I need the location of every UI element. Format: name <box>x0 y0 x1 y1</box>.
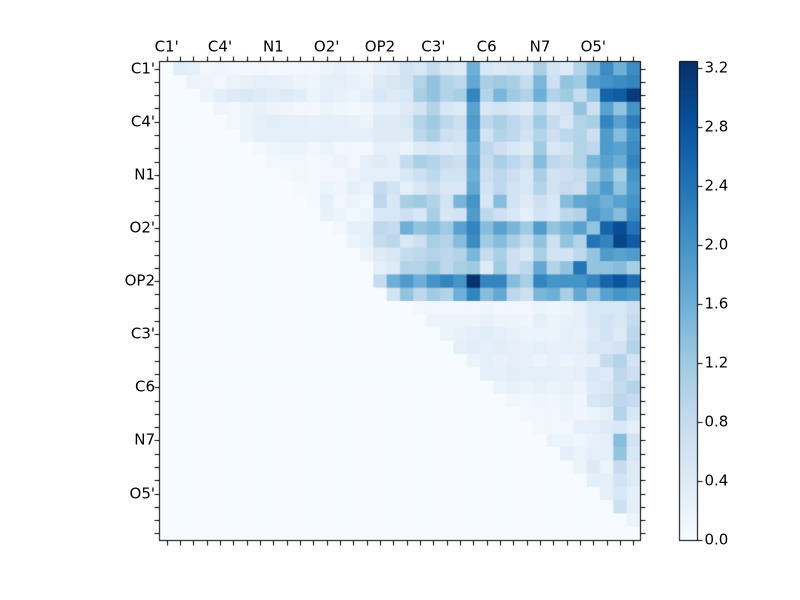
x-tick-label-6: C6 <box>476 37 497 56</box>
y-tick-label-8: O5' <box>129 484 155 503</box>
x-tick-label-8: O5' <box>580 37 607 56</box>
x-tick-label-4: OP2 <box>364 37 396 56</box>
x-tick-label-2: N1 <box>262 37 284 56</box>
y-tick-label-6: C6 <box>134 377 155 396</box>
colorbar-tick-label-6: 2.4 <box>704 176 729 195</box>
y-tick-label-5: C3' <box>130 324 155 343</box>
colorbar <box>680 62 697 540</box>
colorbar-tick-label-5: 2.0 <box>704 235 729 254</box>
x-tick-label-0: C1' <box>154 37 179 56</box>
colorbar-tick-label-1: 0.4 <box>704 471 729 490</box>
x-tick-label-5: C3' <box>421 37 446 56</box>
y-tick-label-3: O2' <box>129 218 155 237</box>
colorbar-tick-label-0: 0.0 <box>704 530 729 549</box>
colorbar-tick-label-7: 2.8 <box>704 117 729 136</box>
heatmap-area <box>160 62 640 540</box>
x-tick-label-3: O2' <box>313 37 340 56</box>
colorbar-tick-label-2: 0.8 <box>704 412 729 431</box>
x-tick-label-1: C4' <box>207 37 233 56</box>
x-tick-label-7: N7 <box>529 37 551 56</box>
colorbar-tick-label-8: 3.2 <box>704 58 729 77</box>
colorbar-tick-label-4: 1.6 <box>704 294 729 313</box>
y-tick-label-1: C4' <box>130 112 155 131</box>
y-tick-label-7: N7 <box>134 430 155 449</box>
y-tick-label-2: N1 <box>134 165 155 184</box>
y-tick-label-4: OP2 <box>124 271 155 290</box>
colorbar-tick-label-3: 1.2 <box>704 353 729 372</box>
y-tick-label-0: C1' <box>130 59 155 78</box>
